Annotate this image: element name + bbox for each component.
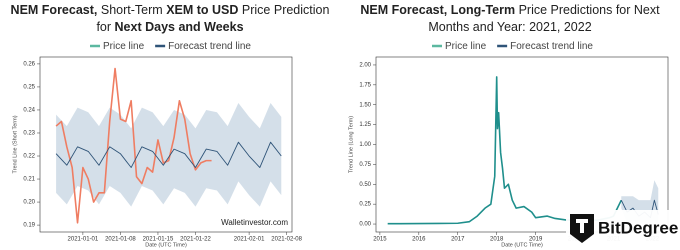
title-part: Next Days and Weeks [114, 20, 244, 34]
y-tick-label: 0.26 [23, 61, 35, 67]
y-tick-label: 0.25 [359, 202, 371, 208]
x-tick-label: 2021-02-01 [234, 237, 265, 243]
chart-title: NEM Forecast, Long-Term Price Prediction… [345, 2, 675, 36]
series-line [387, 76, 622, 225]
y-tick-label: 0.22 [23, 154, 35, 160]
y-tick-label: 2.00 [359, 63, 371, 69]
y-tick-label: 0.24 [23, 108, 35, 114]
x-axis-label: Date (UTC Time) [501, 242, 543, 248]
series-line [55, 141, 282, 168]
logo: BitDegree [566, 210, 678, 246]
x-tick-label: 2017 [451, 237, 465, 243]
y-tick-label: 0.25 [23, 85, 35, 91]
title-part: Short-Term [100, 3, 163, 17]
title-part: XEM to USD [166, 3, 239, 17]
logo-icon-inner [576, 219, 588, 233]
plot [55, 67, 282, 224]
confidence-band [56, 103, 282, 207]
y-tick-label: 1.75 [359, 82, 371, 88]
y-tick-label: 1.00 [359, 142, 371, 148]
x-tick-label: 2021-01-15 [143, 237, 174, 243]
y-tick-label: 0.50 [359, 182, 371, 188]
x-axis-label: Date (UTC Time) [145, 242, 187, 248]
x-tick-label: 2016 [412, 237, 426, 243]
title-part: NEM Forecast, [10, 3, 98, 17]
watermark: Walletinvestor.com [221, 218, 288, 227]
legend-label: Price line [103, 41, 145, 52]
legend-label: Price line [445, 41, 487, 52]
y-tick-label: 1.50 [359, 102, 371, 108]
y-tick-label: 0.75 [359, 162, 371, 168]
y-tick-label: 0.20 [23, 200, 35, 206]
x-tick-label: 2015 [373, 237, 387, 243]
y-tick-label: 1.25 [359, 122, 371, 128]
series-line [55, 67, 212, 224]
title-part: Price Prediction for [96, 3, 330, 34]
y-axis-label: Trend Line (Long Term) [348, 116, 354, 173]
chart-title: NEM Forecast, Short-Term XEM to USD Pric… [5, 2, 335, 36]
x-tick-label: 2021-01-08 [105, 237, 136, 243]
title-part: NEM Forecast, [360, 3, 448, 17]
y-tick-label: 0.23 [23, 131, 35, 137]
y-tick-label: 0.00 [359, 222, 371, 228]
title-part: Price Predictions for Next Months and Ye… [428, 3, 660, 34]
y-tick-label: 0.21 [23, 177, 35, 183]
y-axis-label: Trend Line (Short Term) [12, 115, 18, 173]
plot-frame [39, 56, 293, 233]
plot [387, 76, 659, 225]
x-tick-label: 2021-02-08 [271, 237, 302, 243]
x-tick-label: 2021-01-22 [180, 237, 211, 243]
legend-label: Forecast trend line [168, 41, 251, 52]
x-tick-label: 2018 [490, 237, 504, 243]
title-part: Long-Term [450, 3, 516, 17]
logo-text: BitDegree [598, 218, 678, 237]
x-tick-label: 2021-01-01 [68, 237, 99, 243]
legend-label: Forecast trend line [510, 41, 593, 52]
y-tick-label: 0.19 [23, 223, 35, 229]
x-tick-label: 2019 [529, 237, 543, 243]
